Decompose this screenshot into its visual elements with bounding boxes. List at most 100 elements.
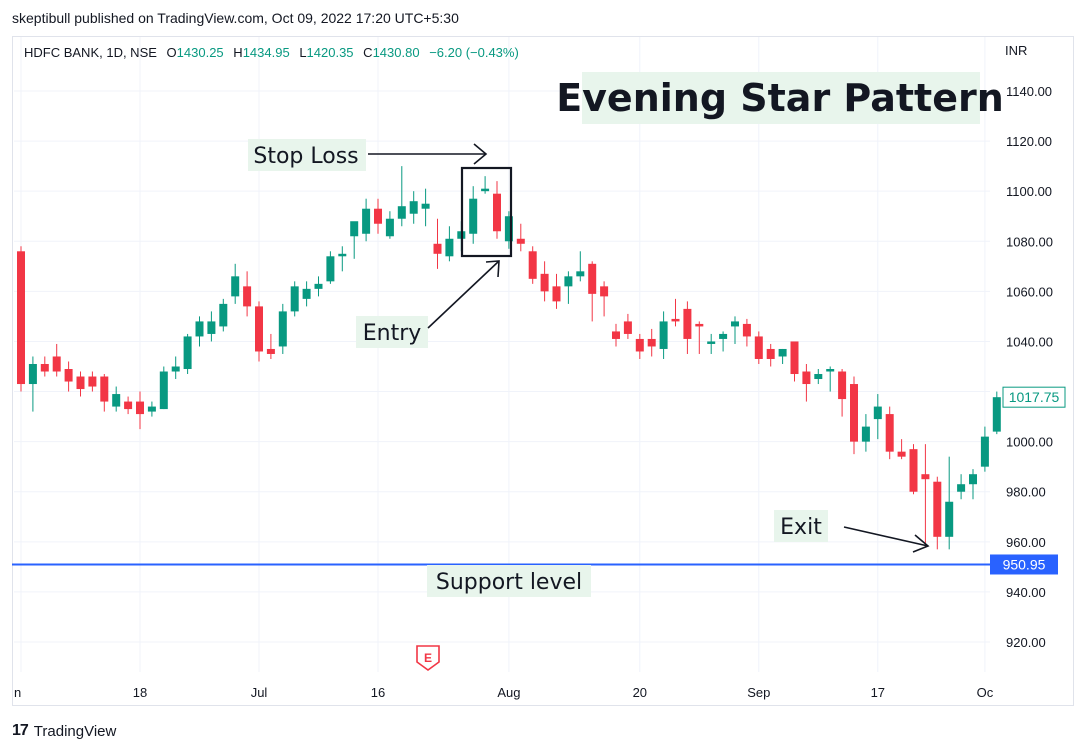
candle-body xyxy=(195,321,204,337)
candle[interactable] xyxy=(136,391,144,430)
candle[interactable] xyxy=(278,303,287,354)
candle[interactable] xyxy=(350,221,359,259)
candle[interactable] xyxy=(100,374,109,412)
candle[interactable] xyxy=(600,281,609,317)
candle[interactable] xyxy=(873,394,882,440)
candle[interactable] xyxy=(124,396,133,415)
candle[interactable] xyxy=(957,474,966,500)
candle[interactable] xyxy=(219,298,228,332)
candle[interactable] xyxy=(88,371,97,392)
candle[interactable] xyxy=(243,271,252,317)
candle[interactable] xyxy=(540,261,549,302)
candle[interactable] xyxy=(445,226,454,262)
candle-body xyxy=(778,348,787,357)
candle[interactable] xyxy=(992,391,1001,435)
candle[interactable] xyxy=(433,218,442,269)
close-value: 1430.80 xyxy=(372,45,420,60)
candle[interactable] xyxy=(742,318,751,347)
candle[interactable] xyxy=(266,333,275,359)
candle[interactable] xyxy=(731,316,739,344)
candle[interactable] xyxy=(28,356,37,412)
symbol-label: HDFC BANK, 1D, NSE xyxy=(24,45,157,60)
candle[interactable] xyxy=(826,366,835,392)
candle[interactable] xyxy=(671,298,680,327)
candle[interactable] xyxy=(659,311,668,359)
candle[interactable] xyxy=(516,223,525,252)
candle[interactable] xyxy=(754,331,763,364)
high-label: H xyxy=(233,45,243,60)
candle[interactable] xyxy=(778,348,787,364)
candle[interactable] xyxy=(802,363,811,402)
candle[interactable] xyxy=(52,343,61,377)
candle[interactable] xyxy=(814,369,823,385)
candle[interactable] xyxy=(481,176,490,194)
candle[interactable] xyxy=(421,188,430,227)
candle[interactable] xyxy=(838,369,847,417)
candle-body xyxy=(362,208,371,234)
candle[interactable] xyxy=(255,301,263,362)
candle[interactable] xyxy=(493,181,501,239)
candle[interactable] xyxy=(326,251,335,284)
candle[interactable] xyxy=(528,246,537,284)
footer[interactable]: 17 TradingView xyxy=(12,722,116,740)
candle[interactable] xyxy=(719,331,728,352)
candle[interactable] xyxy=(64,361,73,392)
candle[interactable] xyxy=(564,271,573,304)
candle[interactable] xyxy=(790,341,799,382)
candle[interactable] xyxy=(409,191,418,224)
candle[interactable] xyxy=(147,401,156,417)
candle[interactable] xyxy=(921,444,930,547)
candle[interactable] xyxy=(576,251,585,282)
candle[interactable] xyxy=(17,246,25,392)
candle[interactable] xyxy=(647,328,656,357)
candle[interactable] xyxy=(945,456,954,550)
candle[interactable] xyxy=(707,333,716,354)
candle[interactable] xyxy=(40,356,49,377)
candle[interactable] xyxy=(207,311,216,342)
candle-body xyxy=(540,273,549,292)
candle[interactable] xyxy=(909,444,918,495)
candle[interactable] xyxy=(552,273,561,309)
candle[interactable] xyxy=(314,276,323,297)
candle[interactable] xyxy=(290,281,299,317)
candle[interactable] xyxy=(385,211,394,239)
candle[interactable] xyxy=(469,186,478,244)
candle-body xyxy=(433,243,442,254)
candle[interactable] xyxy=(695,321,704,354)
candle[interactable] xyxy=(766,343,775,367)
candle[interactable] xyxy=(171,356,180,380)
candle[interactable] xyxy=(159,366,168,410)
candle[interactable] xyxy=(183,333,192,375)
low-label: L xyxy=(299,45,307,60)
candle[interactable] xyxy=(933,476,942,550)
candle[interactable] xyxy=(897,439,906,460)
candle[interactable] xyxy=(612,323,620,347)
ohlc-legend: HDFC BANK, 1D, NSE O1430.25 H1434.95 L14… xyxy=(24,45,519,60)
candle-body xyxy=(897,451,906,457)
earnings-marker[interactable]: E xyxy=(416,645,440,671)
candle[interactable] xyxy=(112,386,121,412)
candle[interactable] xyxy=(969,469,977,500)
candle[interactable] xyxy=(195,316,204,347)
low-value: 1420.35 xyxy=(306,45,354,60)
candle-body xyxy=(159,371,168,410)
candle[interactable] xyxy=(362,198,371,242)
candle[interactable] xyxy=(338,246,347,272)
exit-arrow xyxy=(843,526,929,547)
candle[interactable] xyxy=(76,371,85,397)
candle[interactable] xyxy=(623,313,632,339)
candle[interactable] xyxy=(231,263,240,304)
candle[interactable] xyxy=(861,414,870,452)
candle[interactable] xyxy=(302,281,311,307)
candle[interactable] xyxy=(374,198,382,234)
candle[interactable] xyxy=(504,211,513,249)
candle[interactable] xyxy=(683,301,692,354)
candle[interactable] xyxy=(885,406,894,460)
candle[interactable] xyxy=(850,376,858,455)
candle[interactable] xyxy=(588,261,597,322)
candle[interactable] xyxy=(397,166,406,227)
candle[interactable] xyxy=(635,333,644,359)
candle[interactable] xyxy=(980,426,989,472)
y-tick-label: 940.00 xyxy=(1006,585,1046,600)
